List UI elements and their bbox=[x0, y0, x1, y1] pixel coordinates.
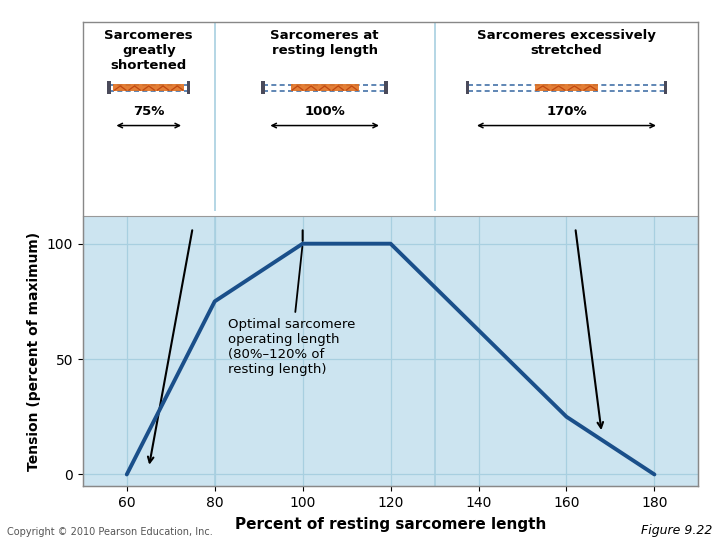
Y-axis label: Tension (percent of maximum): Tension (percent of maximum) bbox=[27, 232, 41, 470]
Text: Sarcomeres at
resting length: Sarcomeres at resting length bbox=[271, 29, 379, 57]
Text: 75%: 75% bbox=[133, 105, 164, 118]
Text: 100%: 100% bbox=[305, 105, 345, 118]
Bar bbox=[664, 81, 667, 94]
Text: 170%: 170% bbox=[546, 105, 587, 118]
Text: Sarcomeres excessively
stretched: Sarcomeres excessively stretched bbox=[477, 29, 656, 57]
Bar bbox=[261, 81, 265, 94]
Text: Figure 9.22: Figure 9.22 bbox=[642, 524, 713, 537]
Bar bbox=[466, 81, 469, 94]
Bar bbox=[113, 84, 184, 91]
Bar bbox=[291, 84, 359, 91]
Text: Sarcomeres
greatly
shortened: Sarcomeres greatly shortened bbox=[104, 29, 193, 72]
Text: Copyright © 2010 Pearson Education, Inc.: Copyright © 2010 Pearson Education, Inc. bbox=[7, 527, 213, 537]
Bar bbox=[107, 81, 111, 94]
Text: Optimal sarcomere
operating length
(80%–120% of
resting length): Optimal sarcomere operating length (80%–… bbox=[228, 246, 355, 375]
X-axis label: Percent of resting sarcomere length: Percent of resting sarcomere length bbox=[235, 517, 546, 532]
Bar bbox=[186, 81, 190, 94]
Bar bbox=[535, 84, 598, 91]
Bar bbox=[384, 81, 388, 94]
